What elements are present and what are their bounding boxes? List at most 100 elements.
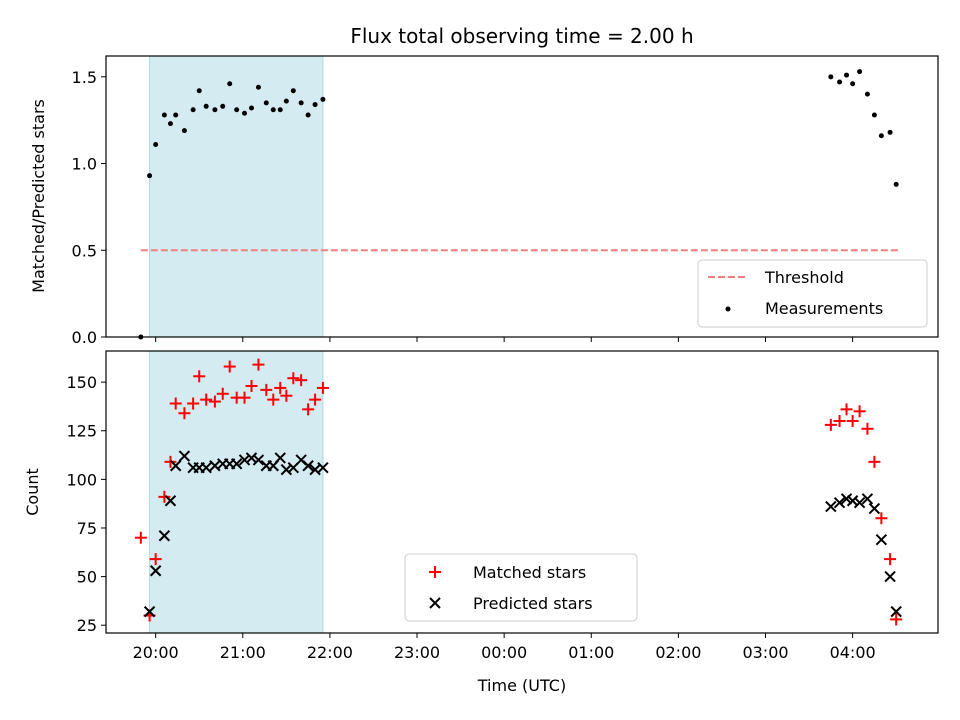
predicted-star-point — [861, 493, 874, 505]
matched-star-point — [223, 360, 236, 373]
matched-star-point — [208, 395, 221, 408]
measurement-point — [320, 96, 326, 102]
legend-matched-label: Matched stars — [473, 563, 586, 582]
top-legend: Threshold Measurements — [697, 259, 928, 328]
measurement-point — [298, 100, 304, 106]
measurement-point — [270, 107, 276, 113]
predicted-star-point — [200, 461, 212, 474]
matched-star-point — [260, 383, 273, 396]
matched-star-point — [158, 490, 171, 503]
bottom-plot-frame — [105, 350, 939, 634]
bottom-legend-box — [404, 553, 638, 622]
predicted-star-point — [274, 452, 286, 464]
measurement-point — [828, 74, 834, 80]
measurement-point — [153, 141, 159, 147]
bottom-y-axis-label: Count — [23, 468, 42, 516]
measurement-point — [212, 107, 218, 113]
matched-star-point — [302, 403, 315, 416]
predicted-star-point — [149, 565, 162, 577]
legend-measurements-label: Measurements — [765, 299, 883, 318]
measurement-point — [290, 88, 296, 94]
predicted-star-point — [302, 460, 314, 472]
measurement-point — [248, 105, 254, 111]
matched-star-point — [287, 372, 300, 385]
matched-star-point — [316, 381, 329, 394]
measurement-point — [277, 107, 283, 113]
predicted-star-point — [280, 463, 293, 476]
measurement-point — [864, 91, 870, 97]
y-tick-label: 50 — [77, 568, 97, 587]
x-tick-label: 03:00 — [742, 643, 788, 662]
matched-star-point — [824, 418, 837, 431]
bottom-legend: Matched stars Predicted stars — [404, 553, 638, 622]
x-tick-label: 20:00 — [133, 643, 179, 662]
measurement-point — [837, 79, 843, 85]
measurement-point — [844, 72, 850, 78]
predicted-star-point — [884, 570, 896, 583]
predicted-star-point — [868, 502, 881, 515]
measurement-point — [255, 84, 261, 90]
matched-star-point — [134, 531, 147, 544]
x-tick-label: 21:00 — [220, 643, 266, 662]
y-tick-label: 1.5 — [72, 68, 97, 87]
legend-predicted-marker — [429, 597, 441, 609]
legend-matched-marker — [429, 566, 441, 578]
matched-star-point — [280, 389, 293, 402]
measurement-point — [312, 102, 318, 108]
predicted-star-point — [890, 605, 902, 618]
predicted-star-point — [875, 533, 888, 546]
measurement-point — [871, 112, 877, 118]
matched-star-point — [187, 397, 200, 410]
measurement-point — [857, 69, 863, 75]
shaded-span — [149, 55, 324, 338]
predicted-star-point — [846, 495, 859, 507]
measurement-point — [850, 81, 856, 87]
matched-star-point — [309, 393, 322, 406]
measurement-point — [283, 98, 289, 104]
x-tick-label: 01:00 — [568, 643, 614, 662]
bottom-panel: 25 50 75 100 125 150 20:00 21:00 22:00 23:00 00:0… — [23, 350, 939, 695]
matched-star-point — [884, 553, 897, 566]
matched-star-point — [216, 387, 229, 400]
measurement-point — [227, 81, 233, 87]
matched-star-point — [846, 415, 859, 428]
matched-star-point — [169, 397, 182, 410]
matched-star-point — [149, 553, 162, 566]
measurement-point — [190, 107, 196, 113]
matched-star-point — [252, 358, 265, 371]
matched-star-point — [200, 393, 213, 406]
matched-star-point — [245, 380, 258, 393]
y-tick-label: 25 — [77, 616, 97, 635]
measurement-point — [263, 100, 269, 106]
predicted-star-point — [317, 461, 329, 474]
predicted-star-point — [169, 460, 182, 472]
measurement-point — [220, 103, 226, 109]
predicted-star-point — [238, 454, 251, 466]
y-tick-label: 150 — [66, 373, 97, 392]
predicted-star-point — [164, 495, 177, 507]
matched-star-point — [868, 455, 881, 468]
measurement-point — [234, 107, 240, 113]
y-tick-label: 1.0 — [72, 155, 97, 174]
legend-threshold-label: Threshold — [764, 268, 844, 287]
matched-star-point — [267, 393, 280, 406]
matched-star-point — [833, 415, 846, 428]
predicted-star-point — [825, 500, 837, 513]
x-tick-label: 22:00 — [307, 643, 353, 662]
top-legend-box — [697, 259, 928, 328]
measurement-point — [878, 133, 884, 139]
predicted-star-point — [252, 454, 265, 466]
matched-star-point — [840, 403, 853, 416]
x-tick-label: 23:00 — [394, 643, 440, 662]
measurement-point — [893, 181, 899, 187]
legend-predicted-label: Predicted stars — [473, 594, 593, 613]
predicted-star-point — [245, 452, 258, 464]
measurement-point — [305, 112, 311, 118]
predicted-star-point — [833, 496, 846, 509]
matched-star-point — [193, 370, 206, 383]
chart-title: Flux total observing time = 2.00 h — [350, 24, 693, 48]
top-plot-frame — [105, 55, 939, 338]
matched-star-point — [875, 512, 888, 525]
x-tick-label: 02:00 — [655, 643, 701, 662]
matched-star-point — [178, 407, 191, 420]
